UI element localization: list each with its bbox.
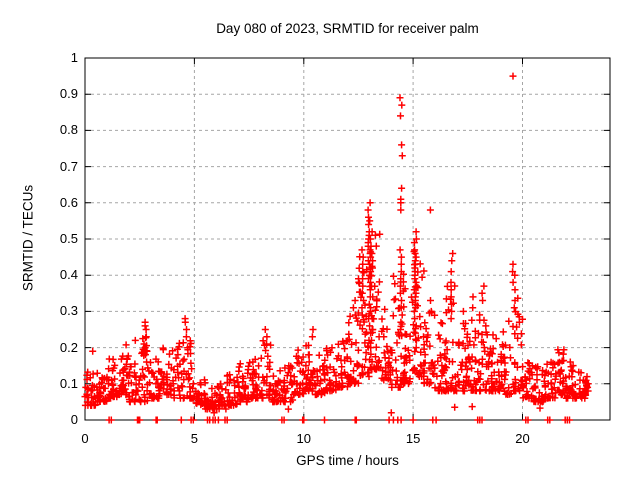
y-tick-label: 0.4 bbox=[59, 267, 78, 283]
x-tick-label: 0 bbox=[81, 431, 89, 446]
x-tick-label: 5 bbox=[190, 431, 198, 446]
y-tick-label: 0.3 bbox=[59, 303, 78, 319]
y-tick-label: 0.6 bbox=[59, 194, 78, 210]
x-tick-label: 15 bbox=[405, 431, 421, 446]
scatter-points bbox=[81, 72, 592, 424]
y-tick-label: 0 bbox=[70, 412, 78, 427]
y-tick-label: 0.5 bbox=[59, 231, 78, 246]
y-tick-label: 0.2 bbox=[59, 339, 78, 355]
chart-title: Day 080 of 2023, SRMTID for receiver pal… bbox=[216, 21, 479, 36]
x-tick-label: 20 bbox=[515, 431, 530, 446]
x-tick-label: 10 bbox=[296, 431, 311, 446]
y-tick-label: 0.7 bbox=[59, 158, 78, 174]
y-tick-label: 1 bbox=[70, 50, 78, 65]
y-tick-label: 0.1 bbox=[59, 375, 78, 391]
y-tick-label: 0.9 bbox=[59, 86, 78, 102]
y-tick-label: 0.8 bbox=[59, 122, 78, 138]
x-axis-label: GPS time / hours bbox=[296, 453, 399, 468]
plot-border bbox=[84, 57, 611, 421]
